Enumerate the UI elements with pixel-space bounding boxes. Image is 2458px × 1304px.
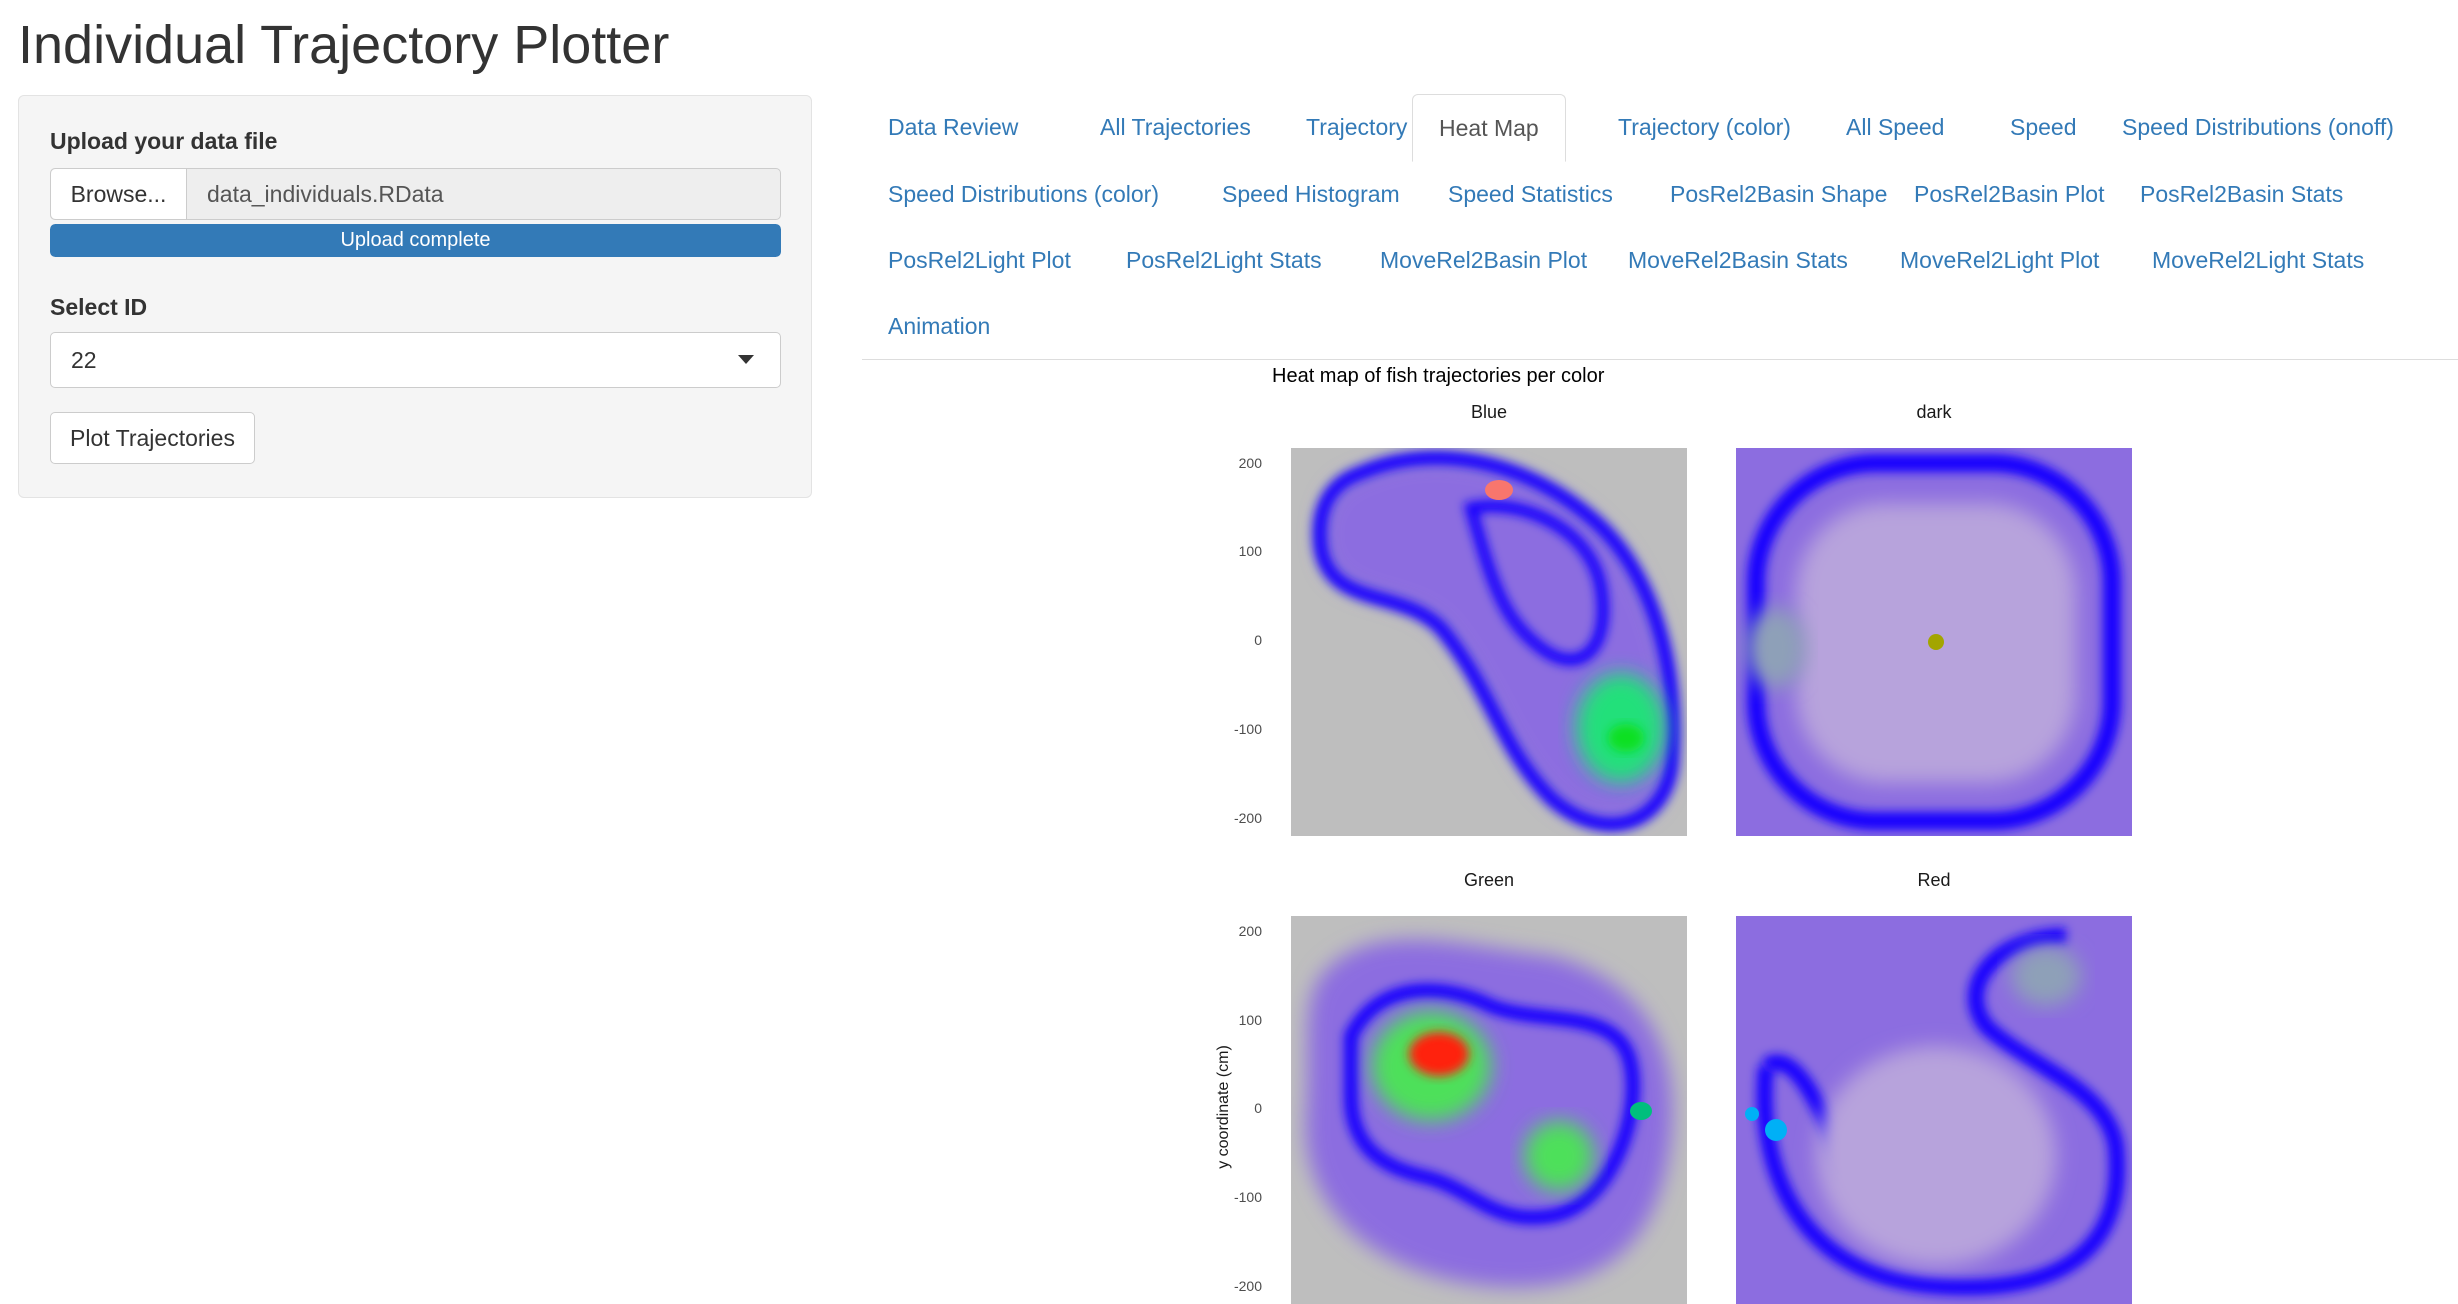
tab-animation[interactable]: Animation [888, 313, 991, 339]
tab-moverel2light-stats[interactable]: MoveRel2Light Stats [2152, 247, 2365, 273]
sidebar-panel: Upload your data file Browse... data_ind… [18, 95, 812, 498]
upload-progress-fill: Upload complete [50, 224, 781, 257]
tab-trajectory[interactable]: Trajectory [1306, 114, 1408, 140]
heatmap-dark-svg [1736, 448, 2132, 836]
panel-strip-blue: Blue [1470, 402, 1508, 422]
ytick-label: -200 [1233, 1278, 1262, 1294]
tab-heat-map[interactable]: Heat Map [1412, 94, 1566, 162]
ytick-label: 200 [1238, 455, 1262, 471]
tab-speed[interactable]: Speed [2010, 114, 2077, 140]
select-id-label: Select ID [50, 294, 148, 320]
select-id-value: 22 [71, 346, 97, 373]
ytick-label: -100 [1233, 721, 1262, 737]
select-id-dropdown[interactable]: 22 [50, 332, 781, 388]
panel-strip-dark: dark [1916, 402, 1952, 422]
tab-all-trajectories[interactable]: All Trajectories [1100, 114, 1251, 140]
ytick-label: -100 [1233, 1189, 1262, 1205]
plot-trajectories-button[interactable]: Plot Trajectories [50, 412, 255, 464]
ytick-label: -200 [1233, 810, 1262, 826]
panel-strip-red: Red [1917, 870, 1951, 890]
heat-map-plot: Heat map of fish trajectories per color … [1180, 360, 2220, 1304]
ytick-label: 0 [1254, 1100, 1262, 1116]
tab-speed-distributions-onoff[interactable]: Speed Distributions (onoff) [2122, 114, 2394, 140]
tab-moverel2light-plot[interactable]: MoveRel2Light Plot [1900, 247, 2100, 273]
plot-title: Heat map of fish trajectories per color [1272, 365, 1605, 387]
tab-posrel2basin-plot[interactable]: PosRel2Basin Plot [1914, 181, 2105, 207]
file-name-field[interactable]: data_individuals.RData [207, 180, 444, 207]
heatmap-green-svg [1291, 916, 1687, 1304]
ytick-label: 100 [1238, 1012, 1262, 1028]
marker-green [1630, 1102, 1652, 1120]
tab-posrel2light-stats[interactable]: PosRel2Light Stats [1126, 247, 1322, 273]
marker-blue [1485, 480, 1513, 500]
panel-strip-green: Green [1463, 870, 1515, 890]
tab-speed-distributions-color[interactable]: Speed Distributions (color) [888, 181, 1160, 207]
heatmap-panel-dark [1736, 448, 2132, 836]
tab-all-speed[interactable]: All Speed [1846, 114, 1945, 140]
chevron-down-icon [738, 355, 754, 364]
browse-button[interactable]: Browse... [51, 169, 187, 219]
tab-moverel2basin-plot[interactable]: MoveRel2Basin Plot [1380, 247, 1588, 273]
upload-label: Upload your data file [50, 128, 278, 154]
tab-bar: Data Review All Trajectories Trajectory … [862, 94, 2458, 360]
tab-trajectory-color[interactable]: Trajectory (color) [1618, 114, 1791, 140]
marker-red-2 [1765, 1119, 1787, 1141]
ytick-label: 100 [1238, 543, 1262, 559]
heatmap-panel-green [1291, 916, 1687, 1304]
marker-dark [1928, 634, 1944, 650]
tab-posrel2basin-stats[interactable]: PosRel2Basin Stats [2140, 181, 2344, 207]
tab-speed-statistics[interactable]: Speed Statistics [1448, 181, 1613, 207]
tab-posrel2basin-shape[interactable]: PosRel2Basin Shape [1670, 181, 1888, 207]
ytick-label: 0 [1254, 632, 1262, 648]
page-title: Individual Trajectory Plotter [18, 15, 670, 75]
tab-data-review[interactable]: Data Review [888, 114, 1019, 140]
heatmap-blue-svg [1291, 448, 1687, 836]
tab-moverel2basin-stats[interactable]: MoveRel2Basin Stats [1628, 247, 1848, 273]
upload-progress-bar: Upload complete [50, 224, 781, 257]
tab-posrel2light-plot[interactable]: PosRel2Light Plot [888, 247, 1071, 273]
tab-speed-histogram[interactable]: Speed Histogram [1222, 181, 1400, 207]
ytick-label: 200 [1238, 923, 1262, 939]
file-input-group: Browse... data_individuals.RData [50, 168, 781, 220]
heatmap-panel-red [1736, 916, 2132, 1304]
heatmap-panel-blue [1291, 448, 1687, 836]
heatmap-red-svg [1736, 916, 2132, 1304]
marker-red [1745, 1107, 1759, 1121]
y-axis-label: y coordinate (cm) [1214, 1045, 1232, 1169]
